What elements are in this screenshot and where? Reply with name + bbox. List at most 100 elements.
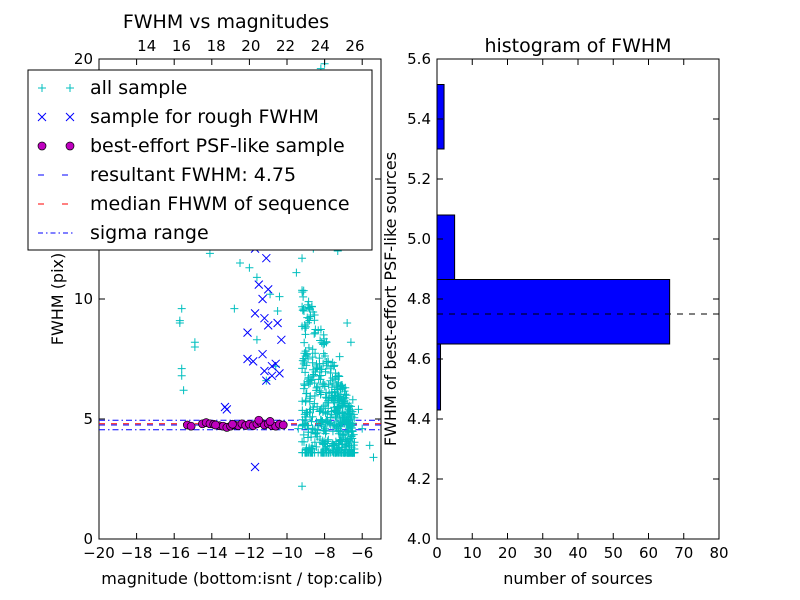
legend-marker — [66, 84, 74, 92]
scatter-reference-lines — [99, 419, 381, 431]
all-sample-point — [322, 446, 331, 455]
histogram-ytick-label: 5.0 — [407, 230, 431, 248]
all-sample-point — [177, 364, 186, 373]
all-sample-point — [338, 410, 347, 419]
all-sample-point — [324, 435, 333, 444]
scatter-xtick-label: −12 — [234, 544, 266, 562]
histogram-ytick-label: 4.0 — [407, 530, 431, 548]
rough-fwhm-point — [243, 328, 252, 337]
legend-box — [27, 69, 373, 251]
all-sample-point — [299, 420, 308, 429]
legend-entry: resultant FWHM: 4.75 — [38, 164, 296, 186]
rough-fwhm-point — [267, 361, 277, 371]
psf-like-point — [278, 420, 288, 430]
scatter-xtick-label: −16 — [158, 544, 190, 562]
scatter-panel: −20−18−16−14−12−10−8−6051015201416182022… — [27, 11, 383, 588]
all-sample-point — [298, 482, 307, 491]
scatter-legend: all sample sample for rough FWHM best-effo… — [27, 69, 373, 251]
all-sample-point — [334, 371, 343, 380]
legend-entry: median FHWM of sequence — [38, 193, 350, 215]
all-sample-point — [304, 433, 313, 442]
all-sample-point — [321, 367, 330, 376]
all-sample-point — [190, 343, 199, 351]
histogram-xtick-label: 10 — [463, 544, 482, 562]
all-sample-point — [308, 358, 317, 367]
all-sample-point — [299, 292, 308, 301]
all-sample-point — [298, 288, 307, 297]
legend-label: resultant FWHM: 4.75 — [90, 164, 296, 186]
all-sample-point — [350, 438, 359, 447]
all-sample-point — [333, 405, 342, 414]
histogram-ylabel: FWHM of best-effort PSF-like sources — [381, 152, 400, 446]
all-sample-point — [311, 367, 320, 376]
all-sample-point — [329, 421, 338, 430]
scatter-ytick-label: 20 — [74, 50, 93, 68]
all-sample-point — [302, 408, 311, 417]
scatter-top-xtick-label: 24 — [311, 37, 330, 55]
all-sample-point — [320, 382, 329, 391]
all-sample-point — [305, 394, 314, 403]
all-sample-point — [335, 352, 344, 361]
legend-entry: best-effort PSF-like sample — [37, 135, 345, 157]
all-sample-point — [354, 405, 363, 414]
all-sample-point — [322, 337, 331, 346]
rough-fwhm-point — [271, 359, 281, 369]
scatter-ytick-label: 5 — [83, 410, 93, 428]
legend-label: best-effort PSF-like sample — [90, 135, 345, 157]
all-sample-point — [307, 417, 316, 426]
all-sample-point — [346, 338, 355, 347]
histogram-bar — [436, 343, 442, 411]
rough-fwhm-point — [258, 349, 267, 359]
histogram-ytick-label: 5.4 — [407, 110, 431, 128]
all-sample-point — [179, 386, 188, 395]
scatter-xlabel: magnitude (bottom:isnt / top:calib) — [101, 569, 382, 588]
scatter-ylabel: FWHM (pix) — [48, 253, 67, 346]
all-sample-point — [325, 393, 334, 402]
all-sample-point — [323, 357, 332, 366]
all-sample-point — [298, 448, 307, 457]
histogram-bar — [436, 214, 456, 280]
all-sample-point — [299, 286, 308, 295]
all-sample-point — [369, 453, 378, 462]
all-sample-point — [331, 414, 340, 423]
all-sample-point — [245, 263, 254, 272]
all-sample-point — [303, 421, 312, 430]
all-sample-point — [339, 395, 348, 404]
rough-fwhm-point — [243, 354, 252, 364]
all-sample-point — [322, 358, 331, 367]
rough-fwhm-point — [275, 369, 284, 378]
histogram-ytick-label: 5.2 — [407, 170, 431, 188]
all-sample-point — [317, 388, 326, 397]
histogram-ytick-label: 4.4 — [407, 410, 431, 428]
scatter-xtick-label: −14 — [196, 544, 228, 562]
scatter-top-xtick-label: 20 — [241, 37, 260, 55]
rough-fwhm-point — [273, 318, 282, 328]
psf-like-point — [186, 421, 196, 431]
all-sample-point — [299, 430, 308, 439]
psf-like-point — [228, 419, 237, 429]
rough-fwhm-point — [254, 280, 264, 289]
scatter-xtick-label: −6 — [351, 544, 373, 562]
all-sample-point — [273, 307, 282, 315]
all-sample-point — [313, 363, 322, 372]
scatter-points — [175, 59, 378, 491]
rough-fwhm-point — [258, 294, 267, 304]
all-sample-point — [298, 254, 307, 263]
all-sample-point — [175, 319, 184, 327]
all-sample-point — [310, 425, 319, 434]
all-sample-point — [304, 303, 313, 312]
scatter-title: FWHM vs magnitudes — [123, 11, 329, 33]
histogram-panel: 0 10 20 30 40 50 60 70 80 4.0 4.2 4.4 4.6 4.8 5.0 5.2 5.… — [381, 35, 729, 588]
all-sample-point — [348, 427, 357, 436]
all-sample-point — [319, 349, 328, 358]
all-sample-point — [323, 417, 332, 426]
all-sample-point — [321, 418, 330, 427]
all-sample-point — [330, 441, 338, 450]
psf-like-point — [265, 417, 275, 426]
rough-fwhm-point — [267, 371, 277, 381]
all-sample-point — [310, 438, 319, 447]
rough-fwhm-point — [250, 309, 260, 318]
all-sample-point — [343, 416, 352, 425]
legend-marker — [37, 141, 47, 151]
